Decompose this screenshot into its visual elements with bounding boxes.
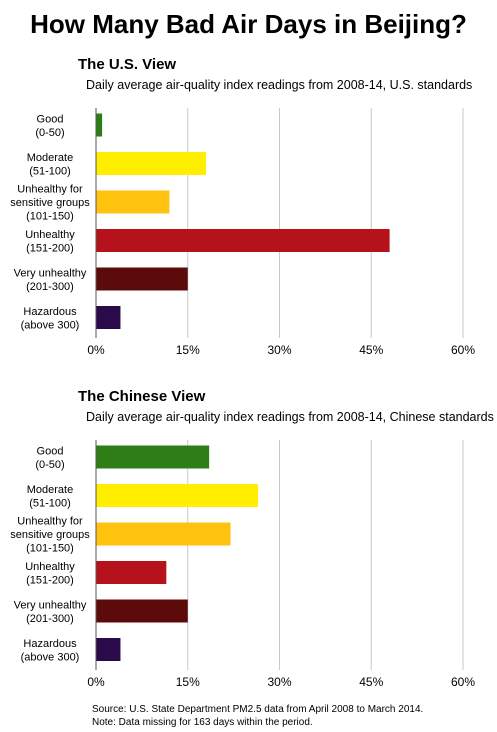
bar <box>96 190 170 214</box>
source-note: Source: U.S. State Department PM2.5 data… <box>92 703 423 729</box>
bar <box>96 267 188 291</box>
note-line: Note: Data missing for 163 days within t… <box>92 717 313 728</box>
bar <box>96 229 390 252</box>
bar <box>96 484 259 507</box>
us-chart-title: The U.S. View <box>78 56 177 73</box>
x-tick-label: 60% <box>451 675 475 689</box>
source-line: Source: U.S. State Department PM2.5 data… <box>92 704 424 715</box>
x-tick-label: 45% <box>359 343 383 357</box>
bar <box>96 638 121 661</box>
category-label: (201-300) <box>26 281 74 293</box>
gridlines <box>95 440 464 670</box>
page-title: How Many Bad Air Days in Beijing? <box>30 9 467 39</box>
category-label: Unhealthy for <box>17 184 83 196</box>
bar <box>96 445 210 469</box>
category-label: (51-100) <box>29 165 71 177</box>
category-label: Unhealthy for <box>17 516 83 528</box>
category-label: Unhealthy <box>25 561 75 573</box>
category-label: Good <box>37 113 64 125</box>
category-label: Moderate <box>27 152 73 164</box>
category-label: (101-150) <box>26 543 74 555</box>
chinese-view-chart: 0% 15% 30% 45% 60% Good (0-50) Moderate(51-100)… <box>10 440 475 689</box>
category-label: (above 300) <box>21 319 80 331</box>
category-label: Hazardous <box>23 638 77 650</box>
bar <box>96 599 188 623</box>
category-label: Very unhealthy <box>14 599 87 611</box>
gridlines <box>95 108 464 338</box>
category-label: (above 300) <box>21 651 80 663</box>
bar <box>96 113 103 137</box>
category-label: Hazardous <box>23 306 77 318</box>
cn-chart-title: The Chinese View <box>78 388 206 405</box>
category-label: Good <box>37 445 64 457</box>
category-label: (151-200) <box>26 574 74 586</box>
x-tick-label: 0% <box>87 675 105 689</box>
x-tick-label: 0% <box>87 343 105 357</box>
category-label: (0-50) <box>35 459 64 471</box>
us-chart-subtitle: Daily average air-quality index readings… <box>86 78 473 92</box>
x-tick-label: 60% <box>451 343 475 357</box>
category-label: (151-200) <box>26 242 74 254</box>
us-view-chart: 0% 15% 30% 45% 60% Good (0-50) Moderate(51-100)… <box>10 108 475 357</box>
x-tick-label: 30% <box>267 675 291 689</box>
category-label: Very unhealthy <box>14 267 87 279</box>
x-tick-label: 15% <box>176 343 200 357</box>
bar <box>96 306 121 329</box>
category-label: sensitive groups <box>10 529 90 541</box>
category-label: (201-300) <box>26 613 74 625</box>
bar <box>96 152 207 175</box>
x-tick-label: 15% <box>176 675 200 689</box>
category-label: Unhealthy <box>25 229 75 241</box>
bar <box>96 522 231 546</box>
category-label: sensitive groups <box>10 197 90 209</box>
category-label: (0-50) <box>35 127 64 139</box>
x-tick-label: 45% <box>359 675 383 689</box>
category-label: (101-150) <box>26 211 74 223</box>
bar <box>96 561 167 584</box>
category-label: Moderate <box>27 484 73 496</box>
x-tick-label: 30% <box>267 343 291 357</box>
cn-chart-subtitle: Daily average air-quality index readings… <box>86 410 494 424</box>
category-label: (51-100) <box>29 497 71 509</box>
